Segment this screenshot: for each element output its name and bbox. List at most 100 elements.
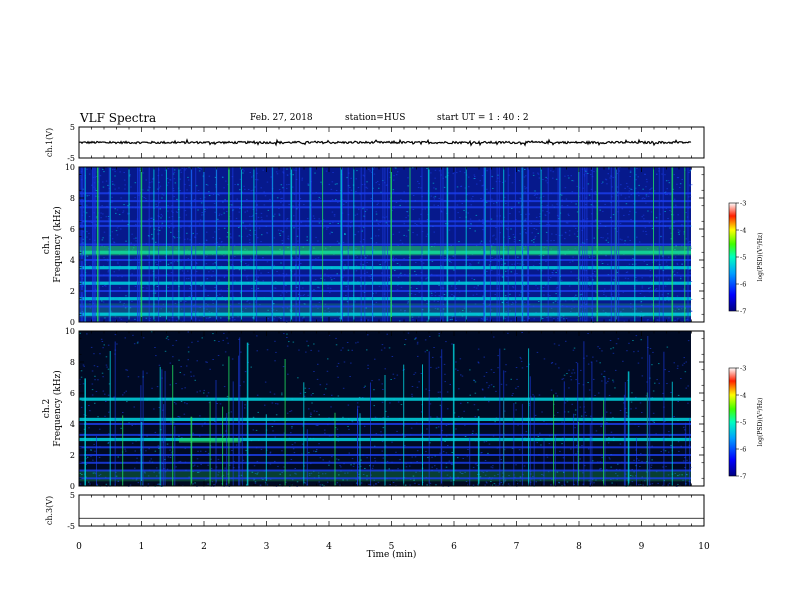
noise-speck [117,456,119,458]
noise-speck [95,190,97,191]
noise-speck [337,376,339,378]
noise-speck [276,271,278,272]
noise-speck [550,307,553,309]
noise-speck [467,449,469,450]
noise-speck [206,231,208,233]
noise-speck [649,348,652,349]
noise-speck [184,169,186,171]
noise-speck [194,464,196,466]
y-tick-label: 5 [70,491,75,500]
noise-speck [593,237,595,239]
noise-speck [523,465,526,467]
noise-speck [307,294,309,296]
noise-speck [336,273,338,275]
noise-speck [411,316,414,318]
noise-speck [484,484,486,486]
y-axis-label-units: Frequency (kHz) [52,206,63,283]
noise-speck [653,421,655,423]
noise-speck [256,350,258,352]
noise-speck [88,405,90,406]
noise-speck [533,194,536,196]
noise-speck [674,310,677,312]
noise-speck [655,289,657,291]
noise-speck [550,362,553,364]
noise-speck [180,171,183,173]
noise-speck [310,349,312,351]
noise-speck [388,347,391,349]
noise-speck [164,471,167,473]
noise-speck [615,473,617,475]
noise-speck [444,257,446,259]
noise-speck [486,317,488,319]
noise-speck [565,340,567,342]
noise-speck [452,255,455,257]
noise-speck [380,349,383,351]
noise-speck [289,474,291,476]
noise-speck [79,472,82,474]
noise-speck [187,346,190,348]
noise-speck [669,210,671,211]
noise-speck [223,208,225,210]
noise-speck [585,170,587,172]
noise-speck [352,465,355,467]
noise-speck [307,184,310,186]
noise-speck [556,395,559,397]
noise-speck [127,224,129,226]
noise-speck [244,188,246,190]
noise-speck [585,172,587,174]
noise-speck [519,476,522,478]
noise-speck [331,231,333,233]
noise-speck [469,311,471,313]
noise-speck [557,412,559,414]
noise-speck [320,277,322,279]
noise-speck [255,257,257,259]
noise-speck [453,208,456,210]
noise-speck [595,479,597,481]
noise-speck [226,317,229,319]
noise-speck [208,195,211,196]
noise-speck [616,195,619,197]
noise-speck [626,186,629,188]
noise-speck [328,183,331,185]
noise-speck [505,310,507,312]
noise-speck [481,318,484,320]
noise-speck [280,317,282,319]
noise-speck [498,273,500,275]
noise-speck [93,365,96,367]
noise-speck [193,311,195,312]
noise-speck [399,320,401,322]
noise-speck [212,302,214,304]
noise-speck [600,425,603,427]
noise-speck [217,355,220,356]
noise-speck [130,186,132,188]
noise-speck [137,482,140,484]
noise-speck [355,265,358,267]
noise-speck [382,389,384,390]
noise-speck [293,227,295,229]
noise-speck [677,401,679,402]
noise-speck [97,379,99,381]
noise-speck [677,441,680,443]
noise-speck [507,332,509,334]
noise-speck [132,334,134,336]
noise-speck [467,256,469,258]
noise-speck [180,308,183,310]
noise-speck [399,264,401,266]
noise-speck [136,457,138,459]
noise-speck [575,227,577,229]
noise-speck [666,188,668,190]
noise-speck [469,369,471,371]
noise-speck [429,403,432,405]
noise-speck [541,201,543,203]
noise-speck [504,180,507,182]
noise-speck [86,236,88,238]
noise-speck [256,460,259,462]
noise-speck [561,234,563,236]
noise-speck [545,231,548,233]
noise-speck [459,217,461,219]
noise-speck [275,403,277,405]
noise-speck [246,199,248,200]
noise-speck [275,309,278,311]
noise-speck [617,463,619,465]
noise-speck [260,241,262,243]
